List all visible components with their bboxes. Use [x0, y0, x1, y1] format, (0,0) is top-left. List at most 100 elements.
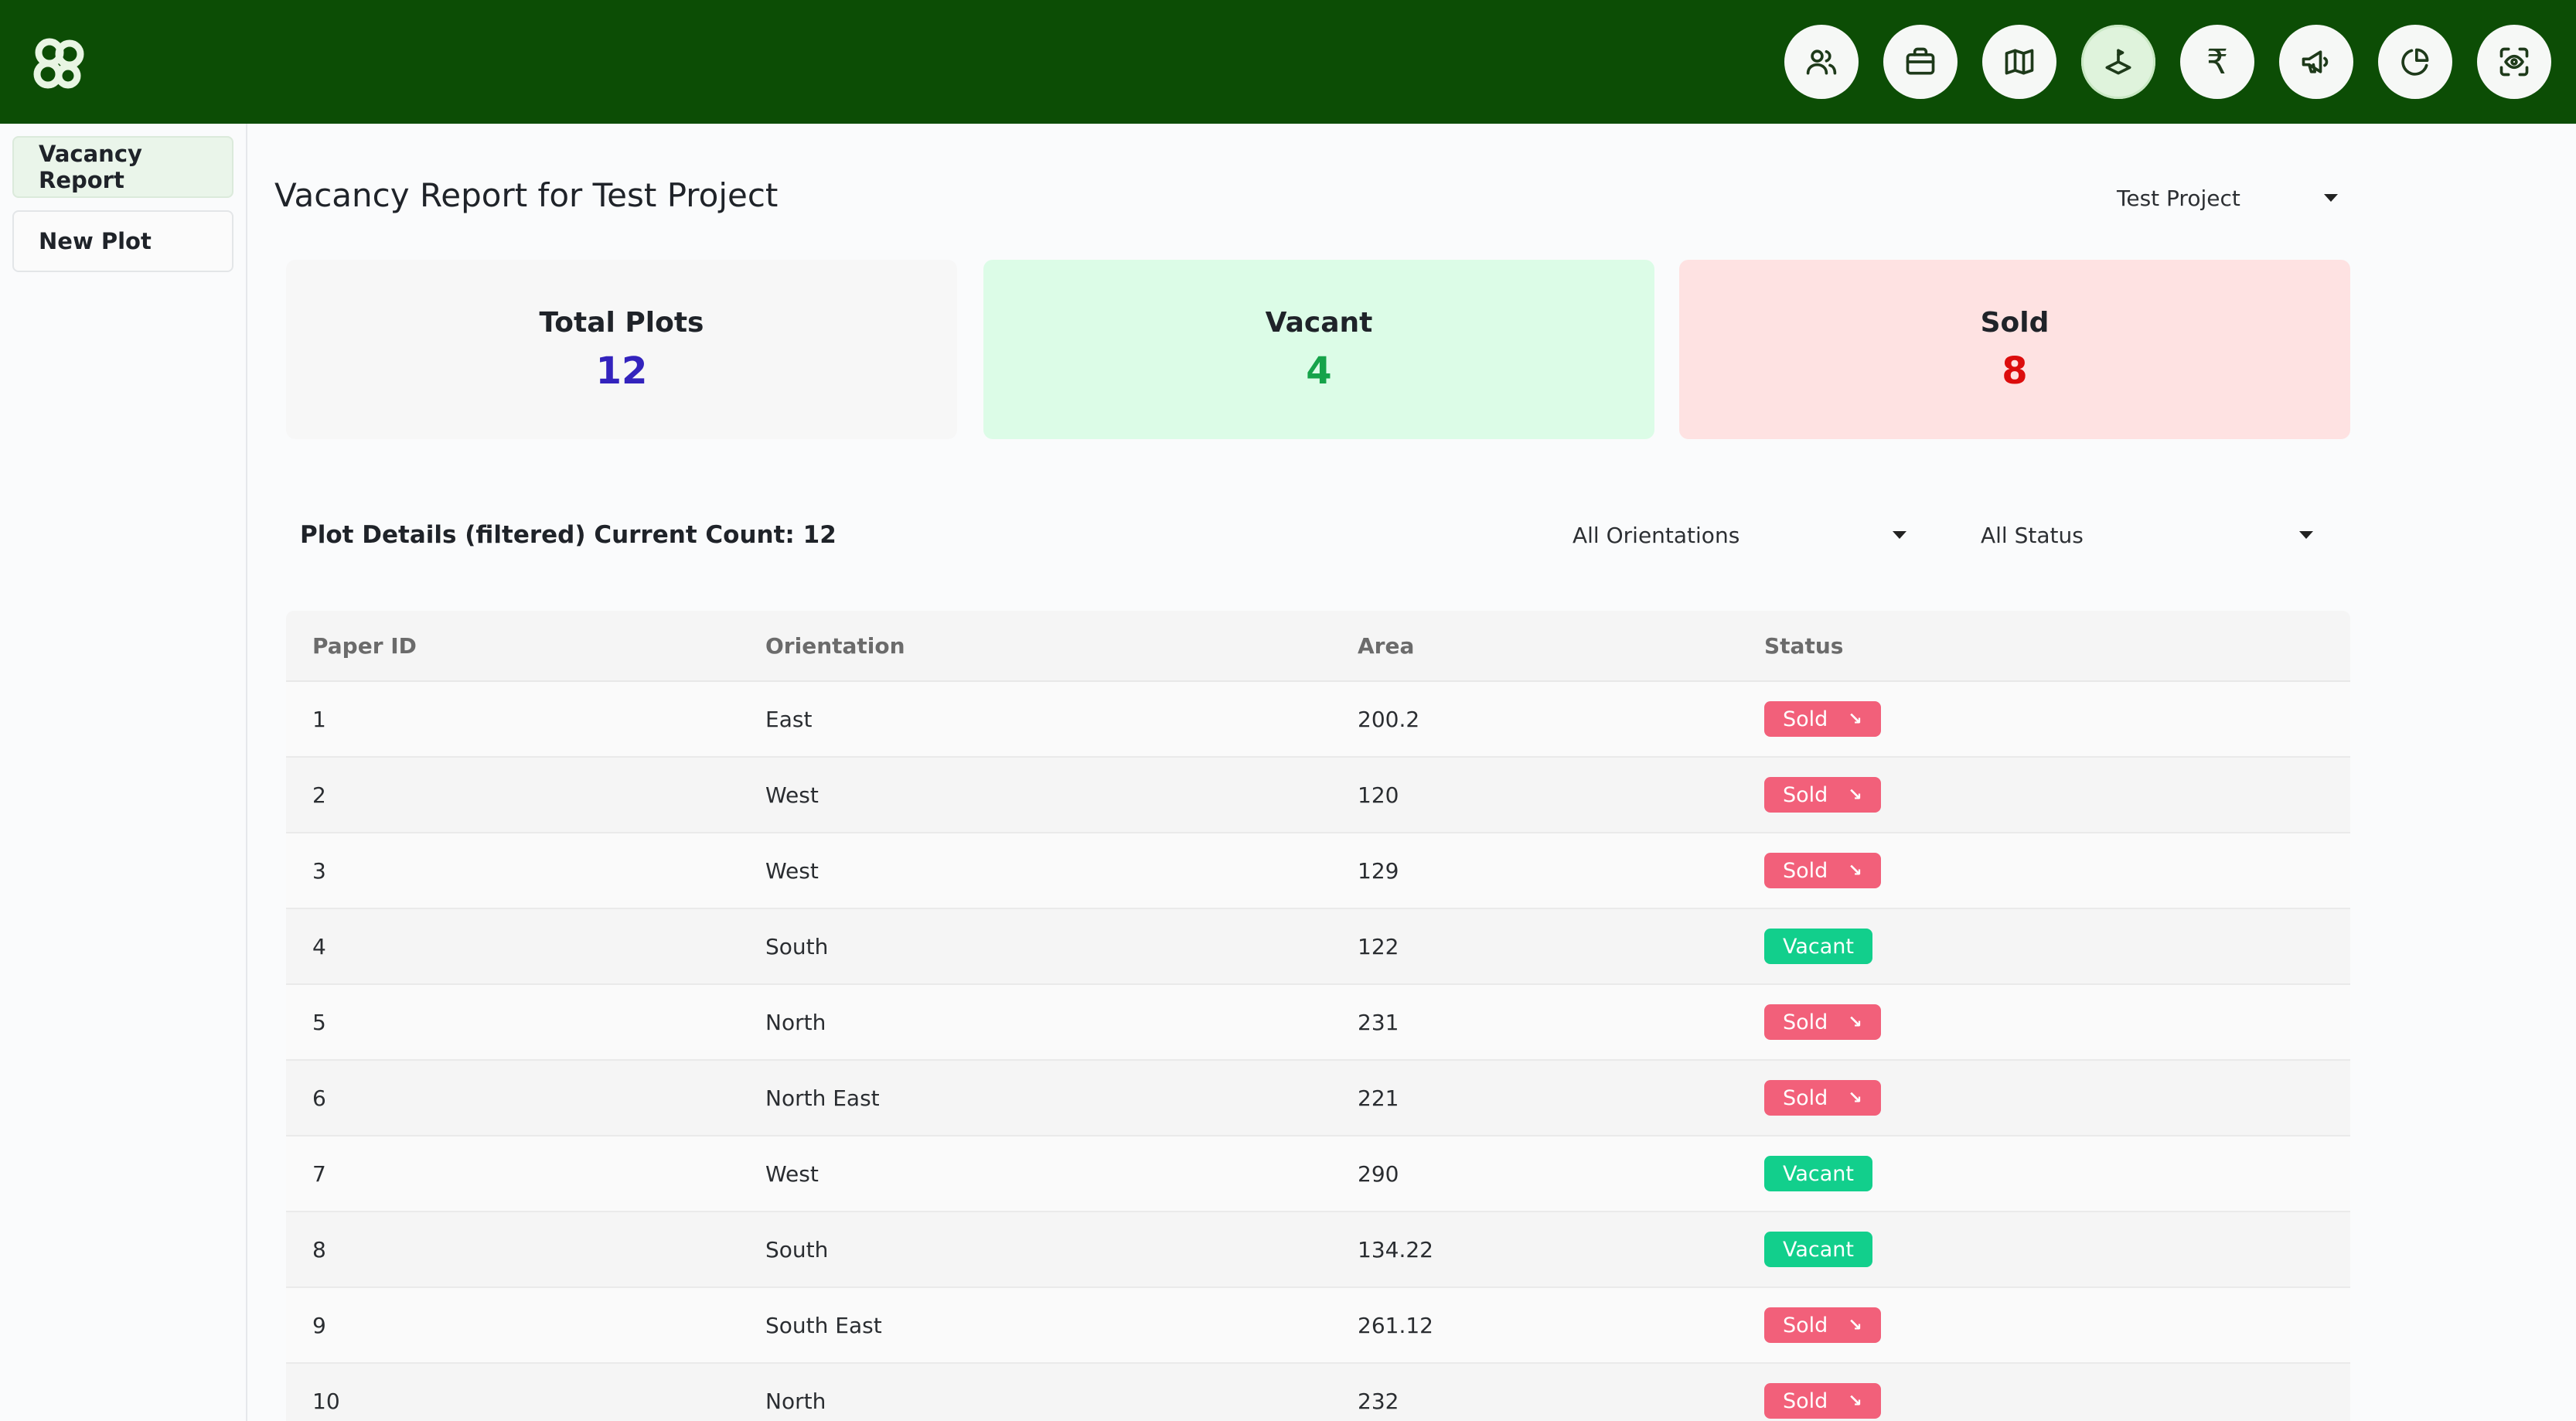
header-status[interactable]: Status — [1764, 632, 1844, 659]
table-row: 3 West 129 Sold ↘ — [286, 833, 2350, 909]
status-filter[interactable]: All Status — [1981, 520, 2313, 550]
sold-label: Sold — [1980, 306, 2050, 339]
status-badge: Vacant — [1764, 1232, 1873, 1267]
status-badge[interactable]: Sold ↘ — [1764, 853, 1881, 888]
status-badge-label: Vacant — [1783, 1237, 1855, 1262]
status-badge-label: Sold — [1783, 782, 1828, 807]
sidebar: Vacancy Report New Plot — [0, 124, 247, 1421]
plot-details-title: Plot Details (filtered) Current Count: 1… — [300, 521, 837, 549]
cell-area: 221 — [1358, 1085, 1399, 1111]
status-badge-label: Sold — [1783, 858, 1828, 883]
cell-paper-id: 4 — [312, 933, 326, 959]
total-plots-value: 12 — [595, 349, 648, 393]
table-row: 8 South 134.22 Vacant — [286, 1212, 2350, 1288]
cell-status: Vacant — [1764, 1156, 2350, 1191]
arrow-down-right-icon: ↘ — [1848, 1088, 1862, 1108]
cell-area: 122 — [1358, 933, 1399, 959]
users-nav-button[interactable] — [1784, 25, 1859, 99]
cell-paper-id: 5 — [312, 1009, 326, 1035]
status-badge-label: Sold — [1783, 1389, 1828, 1413]
cell-orientation: East — [765, 706, 813, 732]
arrow-down-right-icon: ↘ — [1848, 860, 1862, 881]
status-badge: Vacant — [1764, 929, 1873, 964]
sold-card: Sold 8 — [1679, 260, 2350, 439]
cell-area: 120 — [1358, 782, 1399, 808]
vacant-card: Vacant 4 — [983, 260, 1654, 439]
cell-paper-id: 7 — [312, 1160, 326, 1187]
briefcase-icon — [1906, 47, 1935, 75]
status-badge-label: Sold — [1783, 707, 1828, 731]
chevron-down-icon — [1893, 531, 1906, 539]
cell-paper-id: 1 — [312, 706, 326, 732]
megaphone-nav-button[interactable] — [2279, 25, 2353, 99]
rupee-nav-button[interactable]: ₹ — [2180, 25, 2254, 99]
page-title: Vacancy Report for Test Project — [274, 176, 779, 214]
chevron-down-icon — [2299, 531, 2313, 539]
scan-eye-nav-button[interactable] — [2477, 25, 2551, 99]
arrow-down-right-icon: ↘ — [1848, 1012, 1862, 1032]
orientation-filter[interactable]: All Orientations — [1573, 520, 1906, 550]
header-area[interactable]: Area — [1358, 632, 1415, 659]
cell-area: 200.2 — [1358, 706, 1420, 732]
cell-status: Sold ↘ — [1764, 1080, 2350, 1116]
sidebar-item-new-plot[interactable]: New Plot — [12, 210, 233, 272]
pie-chart-icon — [2401, 48, 2429, 76]
status-badge-label: Sold — [1783, 1313, 1828, 1338]
status-badge[interactable]: Sold ↘ — [1764, 1307, 1881, 1343]
status-badge[interactable]: Sold ↘ — [1764, 1383, 1881, 1419]
logo-icon[interactable] — [28, 34, 90, 96]
chevron-down-icon — [2324, 194, 2338, 202]
plot-table: Paper ID Orientation Area Status 1 East 20… — [286, 611, 2350, 1421]
header-paper-id[interactable]: Paper ID — [312, 632, 417, 659]
top-nav: ₹ — [1784, 25, 2551, 99]
plot-icon — [2105, 49, 2131, 75]
cell-status: Sold ↘ — [1764, 1004, 2350, 1040]
cell-orientation: North — [765, 1388, 826, 1414]
top-bar: ₹ — [0, 0, 2576, 124]
pie-chart-nav-button[interactable] — [2378, 25, 2452, 99]
cell-status: Sold ↘ — [1764, 1383, 2350, 1419]
arrow-down-right-icon: ↘ — [1848, 785, 1862, 805]
table-row: 2 West 120 Sold ↘ — [286, 758, 2350, 833]
cell-paper-id: 6 — [312, 1085, 326, 1111]
cell-orientation: West — [765, 857, 819, 884]
total-plots-card: Total Plots 12 — [286, 260, 957, 439]
table-row: 7 West 290 Vacant — [286, 1136, 2350, 1212]
cell-status: Sold ↘ — [1764, 853, 2350, 888]
table-row: 10 North 232 Sold ↘ — [286, 1364, 2350, 1421]
rupee-icon: ₹ — [2206, 42, 2228, 82]
table-row: 6 North East 221 Sold ↘ — [286, 1061, 2350, 1136]
sidebar-item-vacancy-report[interactable]: Vacancy Report — [12, 136, 233, 198]
map-icon — [2005, 49, 2034, 75]
status-badge-label: Sold — [1783, 1085, 1828, 1110]
plot-nav-button[interactable] — [2081, 25, 2155, 99]
status-badge-label: Vacant — [1783, 934, 1855, 959]
status-badge[interactable]: Sold ↘ — [1764, 1080, 1881, 1116]
table-row: 9 South East 261.12 Sold ↘ — [286, 1288, 2350, 1364]
status-badge[interactable]: Sold ↘ — [1764, 1004, 1881, 1040]
map-nav-button[interactable] — [1982, 25, 2056, 99]
arrow-down-right-icon: ↘ — [1848, 1391, 1862, 1411]
table-row: 5 North 231 Sold ↘ — [286, 985, 2350, 1061]
scan-eye-icon — [2499, 47, 2529, 77]
table-row: 4 South 122 Vacant — [286, 909, 2350, 985]
table-header: Paper ID Orientation Area Status — [286, 611, 2350, 682]
header-orientation[interactable]: Orientation — [765, 632, 905, 659]
status-badge[interactable]: Sold ↘ — [1764, 701, 1881, 737]
cell-area: 231 — [1358, 1009, 1399, 1035]
cell-orientation: South — [765, 1236, 829, 1263]
project-select[interactable]: Test Project — [2117, 182, 2338, 213]
briefcase-nav-button[interactable] — [1883, 25, 1958, 99]
cell-orientation: West — [765, 1160, 819, 1187]
table-row: 1 East 200.2 Sold ↘ — [286, 682, 2350, 758]
cell-orientation: North — [765, 1009, 826, 1035]
cell-status: Sold ↘ — [1764, 1307, 2350, 1343]
sold-value: 8 — [2002, 349, 2028, 393]
status-badge[interactable]: Sold ↘ — [1764, 777, 1881, 813]
status-badge: Vacant — [1764, 1156, 1873, 1191]
orientation-filter-value: All Orientations — [1573, 522, 1740, 548]
cell-status: Sold ↘ — [1764, 701, 2350, 737]
cell-status: Sold ↘ — [1764, 777, 2350, 813]
megaphone-icon — [2302, 50, 2329, 73]
cell-paper-id: 9 — [312, 1312, 326, 1338]
